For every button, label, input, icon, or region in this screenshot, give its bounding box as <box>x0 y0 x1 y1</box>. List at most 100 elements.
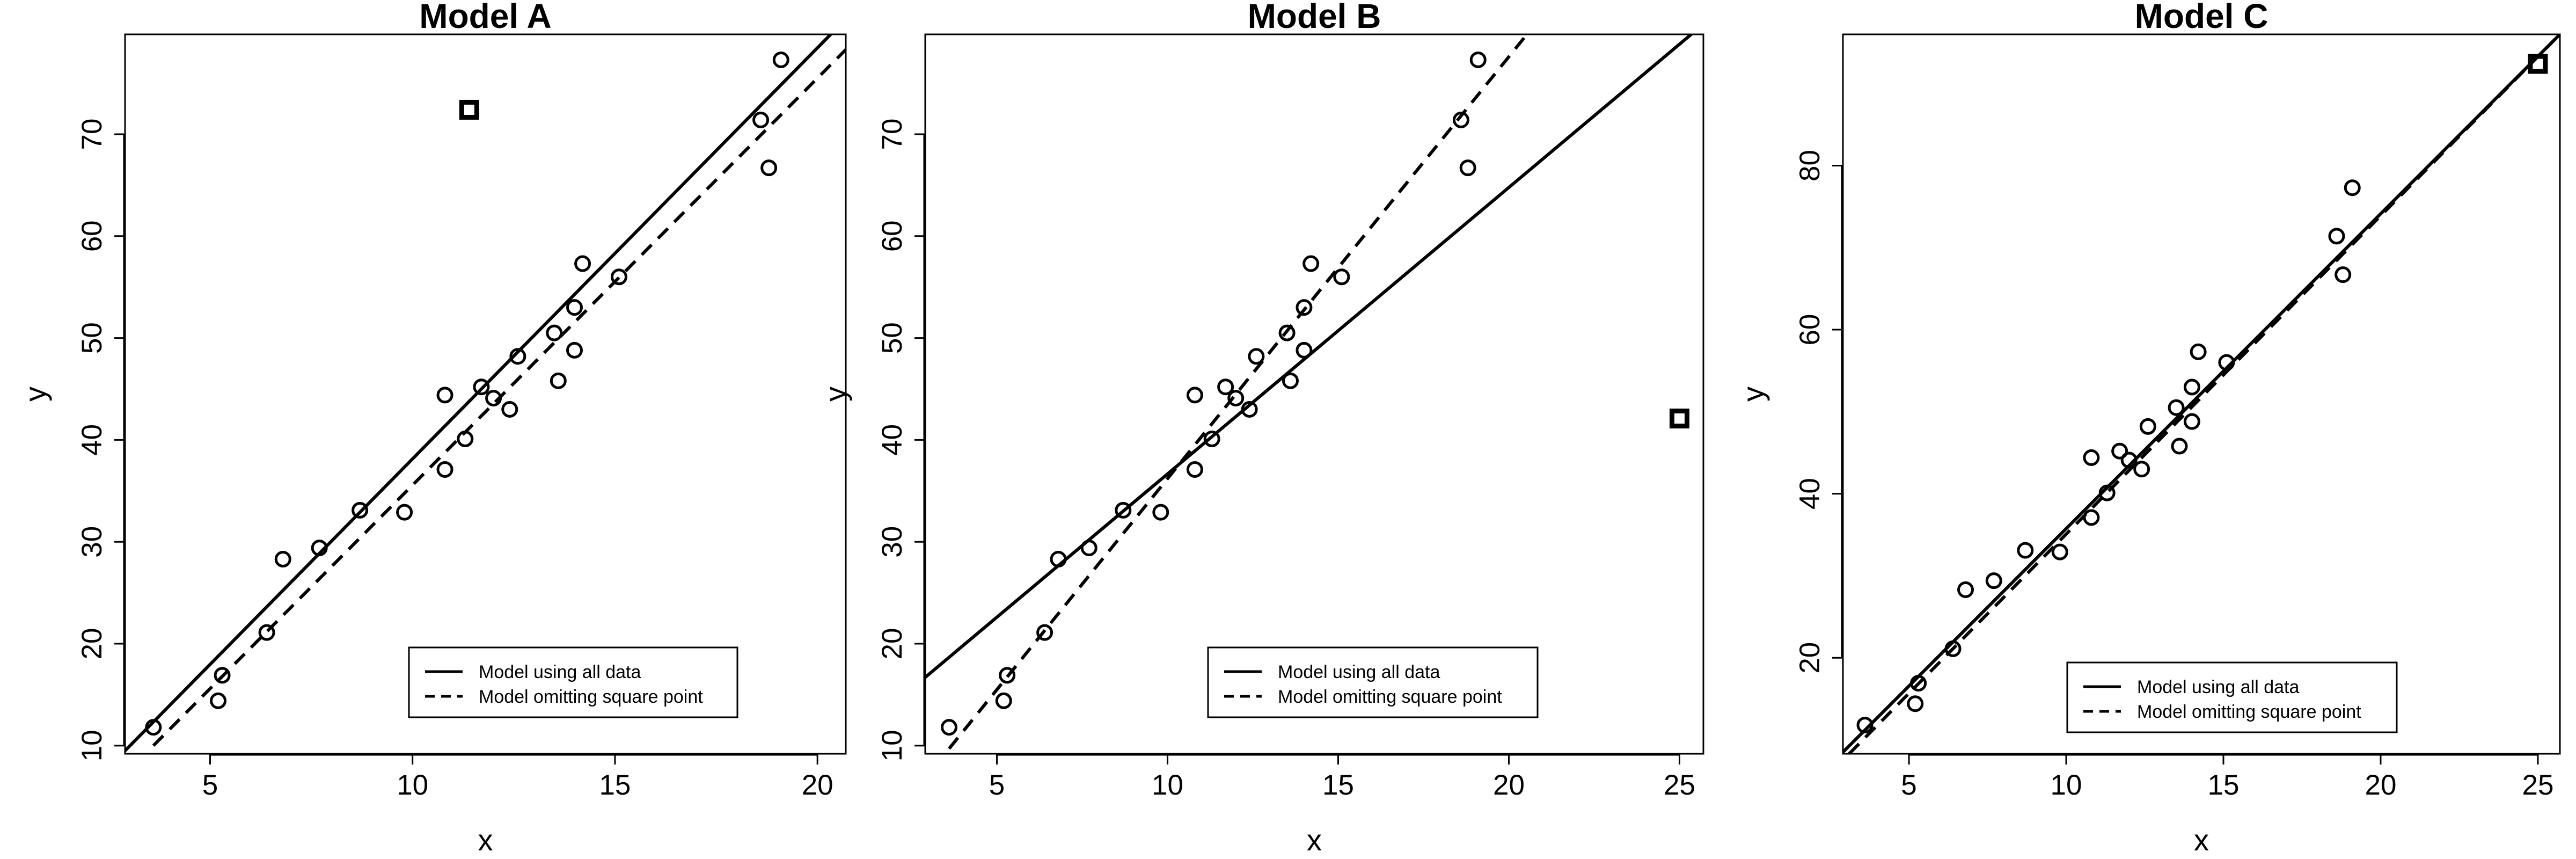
data-point <box>2139 418 2156 435</box>
x-tick-label: 15 <box>599 769 631 801</box>
data-point <box>1050 550 1067 567</box>
y-tick-label: 60 <box>76 220 108 252</box>
y-tick-label: 10 <box>76 730 108 761</box>
chart-title: Model C <box>2135 0 2268 35</box>
chart-panel-2: Model B 5 10 15 20 25 10 20 30 40 50 60 70 x y Model us… <box>818 0 1704 857</box>
data-point <box>2083 449 2100 466</box>
data-point <box>214 667 231 684</box>
data-point <box>1910 675 1927 692</box>
plot-frame <box>1842 33 2561 755</box>
y-tick-label: 60 <box>1794 314 1826 346</box>
fit-line-omitting-square <box>948 34 1529 750</box>
x-axis-label: x <box>2194 823 2209 857</box>
data-point <box>566 299 583 316</box>
y-tick-label: 80 <box>1794 150 1826 181</box>
data-point <box>2183 378 2200 396</box>
y-tick-label: 50 <box>76 322 108 354</box>
data-point <box>1856 717 1874 734</box>
data-point <box>1152 504 1169 521</box>
square-point <box>2528 54 2548 74</box>
data-point <box>2111 442 2128 460</box>
data-point <box>550 372 567 389</box>
data-point <box>995 692 1012 709</box>
data-point <box>396 504 413 521</box>
data-point <box>1282 372 1299 389</box>
legend-label: Model omitting square point <box>1278 687 1502 707</box>
data-point <box>1452 111 1469 128</box>
data-point <box>1278 324 1296 341</box>
data-point <box>1186 387 1203 404</box>
y-tick-label: 50 <box>876 322 908 354</box>
legend-box <box>2066 661 2398 733</box>
data-point <box>1907 695 1924 712</box>
data-point <box>2098 484 2116 501</box>
square-point <box>459 99 479 120</box>
data-point <box>2334 266 2352 283</box>
y-tick-label: 20 <box>876 628 908 660</box>
square-point <box>1669 409 1689 429</box>
data-point <box>274 550 291 567</box>
data-point <box>1036 624 1053 641</box>
legend-label: Model omitting square point <box>479 687 703 707</box>
fit-line-all-data <box>925 34 1694 679</box>
y-tick-label: 60 <box>876 220 908 252</box>
data-point <box>1333 268 1350 286</box>
data-point <box>760 159 778 177</box>
data-point <box>501 401 518 418</box>
x-tick-label: 15 <box>2208 769 2240 801</box>
y-tick-label: 10 <box>876 730 908 761</box>
data-point <box>2190 343 2207 360</box>
x-tick-label: 10 <box>2051 769 2082 801</box>
data-point <box>1186 461 1203 478</box>
y-tick-label: 40 <box>876 424 908 456</box>
data-point <box>1957 581 1974 598</box>
y-axis-label: y <box>1736 387 1770 402</box>
data-point <box>2183 413 2200 430</box>
legend-label: Model using all data <box>1278 662 1440 682</box>
y-tick-label: 70 <box>76 119 108 150</box>
y-tick-label: 30 <box>876 526 908 558</box>
chart-panel-3: Model C 5 10 15 20 25 20 40 60 80 x y Model using al… <box>1736 0 2561 857</box>
data-point <box>2051 543 2068 560</box>
data-point <box>1241 401 1258 418</box>
data-point <box>566 341 583 359</box>
y-tick-label: 20 <box>76 628 108 660</box>
data-point <box>509 348 526 365</box>
data-point <box>1248 348 1265 365</box>
y-tick-label: 20 <box>1794 642 1826 674</box>
fit-line-all-data <box>125 34 833 752</box>
data-point <box>210 692 227 709</box>
x-tick-label: 15 <box>1322 769 1354 801</box>
x-tick-label: 10 <box>1152 769 1183 801</box>
data-point <box>941 719 958 736</box>
x-tick-label: 20 <box>1493 769 1525 801</box>
data-point <box>1944 640 1962 657</box>
y-axis-label: y <box>818 387 852 402</box>
data-point <box>2168 399 2185 416</box>
x-tick-label: 5 <box>989 769 1005 801</box>
x-tick-label: 25 <box>2522 769 2554 801</box>
legend-label: Model using all data <box>479 662 641 682</box>
data-point <box>1302 255 1320 272</box>
data-point <box>473 378 490 396</box>
data-point <box>2344 179 2361 196</box>
data-point <box>485 390 502 407</box>
data-point <box>258 624 275 641</box>
data-point <box>1296 341 1313 359</box>
data-point <box>457 431 474 448</box>
data-point <box>2171 438 2188 455</box>
data-point <box>1985 572 2002 589</box>
y-tick-label: 30 <box>76 526 108 558</box>
data-point <box>352 501 369 519</box>
chart-title: Model A <box>419 0 552 35</box>
data-point <box>2133 461 2150 478</box>
legend-label: Model using all data <box>2137 677 2300 697</box>
data-point <box>546 324 563 341</box>
data-point <box>752 111 770 128</box>
data-point <box>574 255 591 272</box>
data-point <box>436 387 453 404</box>
data-point <box>1080 540 1097 557</box>
x-tick-label: 10 <box>397 769 428 801</box>
x-tick-label: 20 <box>2365 769 2397 801</box>
